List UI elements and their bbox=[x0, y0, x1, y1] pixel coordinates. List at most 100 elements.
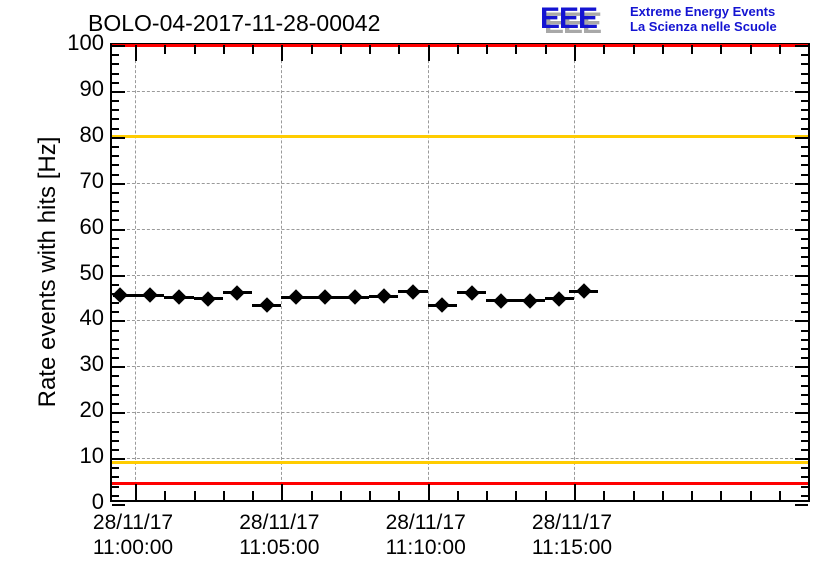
y-tick-minor bbox=[112, 191, 119, 194]
x-tick-major bbox=[281, 45, 284, 61]
y-tick-minor bbox=[801, 338, 808, 341]
data-point bbox=[258, 297, 275, 314]
y-tick-minor bbox=[112, 347, 119, 350]
y-tick-minor bbox=[112, 421, 119, 424]
eee-logo-mark-shadow: EEE bbox=[544, 7, 602, 40]
y-tick-minor bbox=[801, 191, 808, 194]
y-tick-minor bbox=[112, 494, 119, 497]
y-tick-label: 40 bbox=[79, 305, 104, 331]
y-tick-minor bbox=[112, 237, 119, 240]
x-tick-label-time: 11:15:00 bbox=[531, 536, 613, 559]
x-tick-minor bbox=[398, 45, 401, 54]
x-tick-minor bbox=[778, 45, 781, 54]
eee-logo-text-line2: La Scienza nelle Scuole bbox=[630, 19, 777, 34]
y-tick-minor bbox=[112, 118, 119, 121]
y-tick-label: 10 bbox=[79, 443, 104, 469]
x-tick-minor bbox=[193, 491, 196, 500]
eee-logo-text: Extreme Energy Events La Scienza nelle S… bbox=[630, 4, 777, 34]
y-tick-minor bbox=[112, 384, 119, 387]
x-tick-major bbox=[427, 484, 430, 500]
data-point bbox=[317, 289, 333, 306]
y-tick-label: 50 bbox=[79, 259, 104, 285]
grid-line-vertical bbox=[135, 45, 136, 500]
y-tick-label: 60 bbox=[79, 213, 104, 239]
x-tick-minor bbox=[808, 45, 811, 54]
y-tick-minor bbox=[112, 100, 119, 103]
x-tick-minor bbox=[749, 45, 752, 54]
x-tick-label: 28/11/17 11:05:00 bbox=[199, 510, 359, 560]
y-tick-minor bbox=[801, 430, 808, 433]
x-tick-label-date: 28/11/17 bbox=[92, 511, 174, 534]
y-tick-minor bbox=[112, 283, 119, 286]
threshold-line-lower-alarm bbox=[112, 481, 808, 485]
threshold-line-upper-alarm bbox=[112, 43, 808, 47]
data-point bbox=[551, 291, 568, 307]
y-tick-minor bbox=[112, 72, 119, 75]
data-point bbox=[200, 291, 216, 307]
y-tick-label: 80 bbox=[79, 121, 104, 147]
y-tick-major bbox=[795, 458, 808, 461]
x-tick-major bbox=[427, 45, 430, 61]
x-tick-minor bbox=[164, 45, 167, 54]
x-tick-minor bbox=[486, 491, 489, 500]
y-tick-label: 100 bbox=[67, 30, 104, 55]
x-tick-minor bbox=[456, 491, 459, 500]
y-tick-minor bbox=[112, 219, 119, 222]
y-tick-minor bbox=[112, 145, 119, 148]
x-tick-minor bbox=[691, 45, 694, 54]
x-tick-label: 28/11/17 11:00:00 bbox=[53, 510, 213, 560]
y-tick-minor bbox=[801, 448, 808, 451]
eee-logo-text-line1: Extreme Energy Events bbox=[630, 4, 776, 19]
y-tick-minor bbox=[801, 164, 808, 167]
y-tick-major bbox=[112, 412, 125, 415]
threshold-line-lower-warning bbox=[112, 461, 808, 465]
y-tick-major bbox=[795, 182, 808, 185]
data-point bbox=[112, 287, 129, 303]
grid-line-horizontal bbox=[112, 366, 808, 368]
grid-line-vertical bbox=[427, 45, 429, 500]
x-tick-minor bbox=[720, 45, 723, 54]
y-tick-minor bbox=[801, 265, 808, 268]
y-tick-minor bbox=[801, 201, 808, 204]
grid-line-horizontal bbox=[112, 182, 808, 184]
y-tick-major bbox=[795, 320, 808, 323]
y-tick-major bbox=[112, 458, 125, 461]
y-tick-minor bbox=[112, 311, 119, 314]
x-tick-minor bbox=[222, 45, 225, 54]
y-tick-minor bbox=[112, 63, 119, 66]
y-tick-major bbox=[112, 274, 125, 277]
x-tick-minor bbox=[369, 491, 372, 500]
data-point bbox=[493, 292, 509, 309]
x-tick-minor bbox=[603, 45, 606, 54]
x-tick-minor bbox=[808, 491, 811, 500]
grid-line-vertical bbox=[281, 45, 283, 500]
x-tick-label-date: 28/11/17 bbox=[239, 511, 320, 534]
y-tick-minor bbox=[801, 256, 808, 259]
y-tick-minor bbox=[112, 173, 119, 176]
threshold-line-upper-warning bbox=[112, 135, 808, 139]
y-tick-minor bbox=[801, 283, 808, 286]
x-tick-label-date: 28/11/17 bbox=[531, 511, 613, 534]
x-tick-minor bbox=[515, 491, 518, 500]
data-point bbox=[405, 284, 421, 300]
y-tick-minor bbox=[801, 357, 808, 360]
x-tick-minor bbox=[661, 491, 664, 500]
data-point bbox=[288, 289, 304, 306]
data-point bbox=[346, 289, 363, 306]
data-point bbox=[171, 289, 187, 306]
x-tick-minor bbox=[369, 45, 372, 54]
y-tick-minor bbox=[112, 403, 119, 406]
y-tick-minor bbox=[801, 439, 808, 442]
x-tick-label-time: 11:00:00 bbox=[92, 536, 174, 559]
y-tick-major bbox=[795, 228, 808, 231]
x-tick-minor bbox=[632, 45, 635, 54]
y-tick-minor bbox=[112, 357, 119, 360]
x-tick-minor bbox=[749, 491, 752, 500]
x-tick-minor bbox=[603, 491, 606, 500]
eee-logo-mark: EEE EEE bbox=[540, 3, 626, 40]
y-tick-major bbox=[112, 320, 125, 323]
y-tick-major bbox=[112, 90, 125, 93]
data-point bbox=[575, 283, 592, 300]
y-tick-minor bbox=[801, 494, 808, 497]
